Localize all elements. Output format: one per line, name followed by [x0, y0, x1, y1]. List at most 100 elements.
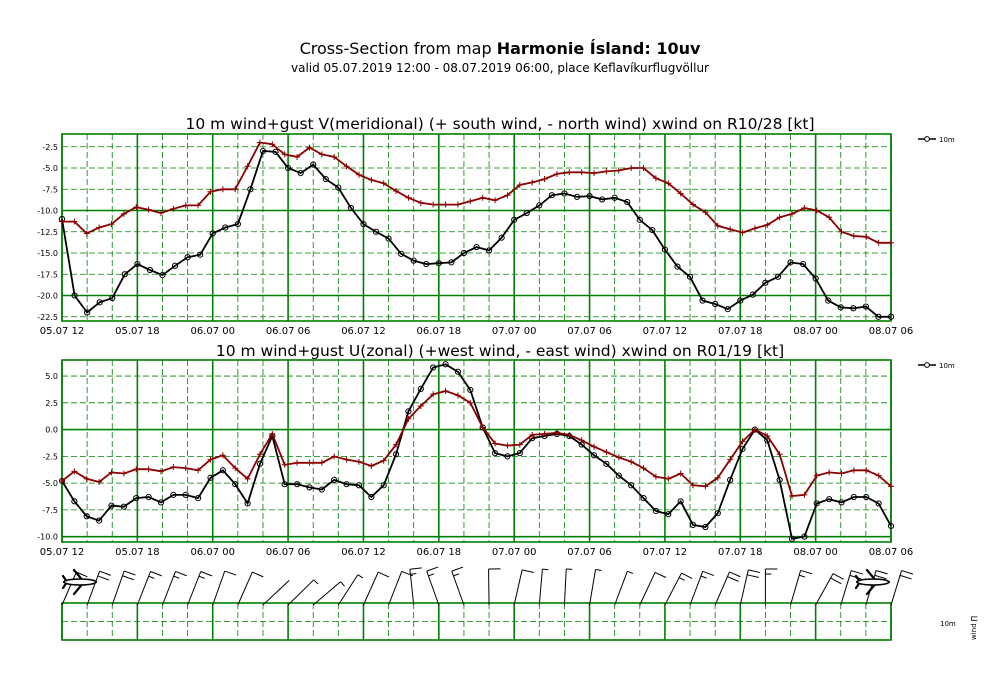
wind-barb-staff [714, 571, 730, 606]
wind-barb-flag [874, 574, 887, 580]
data-point [385, 235, 392, 242]
data-point [888, 483, 894, 490]
wind-barb-staff [790, 570, 802, 606]
wind-barb-staff [287, 579, 315, 606]
wind-barb-staff [513, 569, 523, 606]
wind-barb-staff [689, 571, 704, 606]
data-point [209, 230, 216, 237]
wind-barb-flag [595, 569, 602, 571]
wind-barb-flag [340, 581, 345, 587]
data-point [96, 224, 103, 231]
x-tick-label: 07.07 12 [643, 547, 688, 558]
x-tick-label: 06.07 18 [417, 326, 462, 337]
x-tick-label: 06.07 00 [190, 326, 235, 337]
data-point [789, 210, 796, 217]
data-point [491, 450, 499, 457]
wind-barb-flag [832, 573, 844, 580]
wind-barb-flag [521, 569, 534, 574]
data-point [702, 483, 709, 490]
data-point [454, 392, 461, 399]
data-point [485, 247, 493, 254]
data-point [789, 492, 796, 499]
data-point [801, 204, 808, 211]
data-point [636, 216, 643, 223]
data-point [888, 239, 894, 246]
wind-barb-flag [851, 570, 863, 575]
data-point [83, 475, 90, 482]
wind-barb-staff [563, 569, 567, 606]
wind-barb-staff [362, 571, 379, 606]
x-tick-label: 08.07 06 [869, 326, 914, 337]
data-point [284, 164, 292, 172]
wind-barb-flag [252, 571, 264, 578]
wind-barb-flag [377, 571, 390, 578]
x-tick-label: 08.07 00 [793, 326, 838, 337]
data-point [234, 221, 241, 228]
data-point [590, 452, 598, 459]
data-point [504, 453, 511, 460]
y-tick-label: 5.0 [45, 372, 58, 381]
data-point [195, 495, 202, 502]
y-tick-label: -10.0 [37, 533, 58, 542]
wind-barb-staff [664, 572, 682, 606]
data-point [649, 226, 656, 234]
data-point [372, 228, 380, 235]
wind-barb-staff [136, 571, 151, 606]
series-line-10m [61, 150, 891, 318]
data-point [108, 502, 115, 509]
title-map-name: Harmonie Ísland: 10uv [496, 39, 701, 58]
data-point [133, 466, 140, 473]
data-point [380, 482, 387, 489]
data-point [145, 206, 152, 213]
page-header: Cross-Section from map Harmonie Ísland: … [0, 38, 1000, 76]
data-point [665, 180, 672, 187]
data-point [368, 462, 375, 469]
data-point [624, 198, 631, 206]
data-point [442, 361, 449, 368]
data-point [159, 272, 166, 279]
wind-barb-staff [739, 569, 749, 606]
wind-barb-staff [61, 571, 77, 606]
data-point [727, 226, 734, 233]
data-point [417, 385, 424, 393]
data-point [182, 491, 189, 498]
data-point [331, 153, 338, 160]
data-point [825, 297, 832, 304]
y-tick-label: -5.0 [42, 164, 58, 173]
wind-barb-flag [702, 570, 715, 577]
data-point [714, 222, 721, 229]
data-point [516, 182, 523, 188]
wind-frame [61, 602, 892, 641]
data-point [850, 233, 857, 239]
data-point [219, 186, 226, 193]
data-point [393, 441, 400, 448]
data-point [297, 170, 304, 177]
page-subtitle: valid 05.07.2019 12:00 - 08.07.2019 06:0… [290, 61, 709, 75]
wind-barb-flag [453, 573, 460, 577]
data-point [355, 482, 363, 489]
data-point [875, 500, 882, 507]
data-point [247, 186, 254, 193]
data-point [628, 482, 635, 489]
data-point [120, 470, 127, 477]
legend-label: 10m [939, 362, 955, 370]
x-tick-label: 06.07 00 [190, 547, 235, 558]
data-point [83, 230, 90, 237]
wind-barb-flag [150, 571, 162, 577]
data-point [207, 456, 214, 463]
wind-barb-flag [678, 577, 685, 581]
series-line-10m [61, 363, 892, 540]
y-tick-label: -2.5 [42, 143, 58, 152]
data-point [863, 493, 870, 501]
x-tick-label: 06.07 12 [341, 326, 386, 337]
data-point [380, 457, 387, 464]
data-point [762, 279, 769, 286]
data-point [232, 481, 239, 488]
data-point [479, 194, 486, 201]
data-point [875, 239, 882, 246]
data-point [405, 194, 412, 201]
data-point [686, 273, 694, 280]
data-point [269, 430, 276, 437]
data-point [826, 214, 833, 221]
